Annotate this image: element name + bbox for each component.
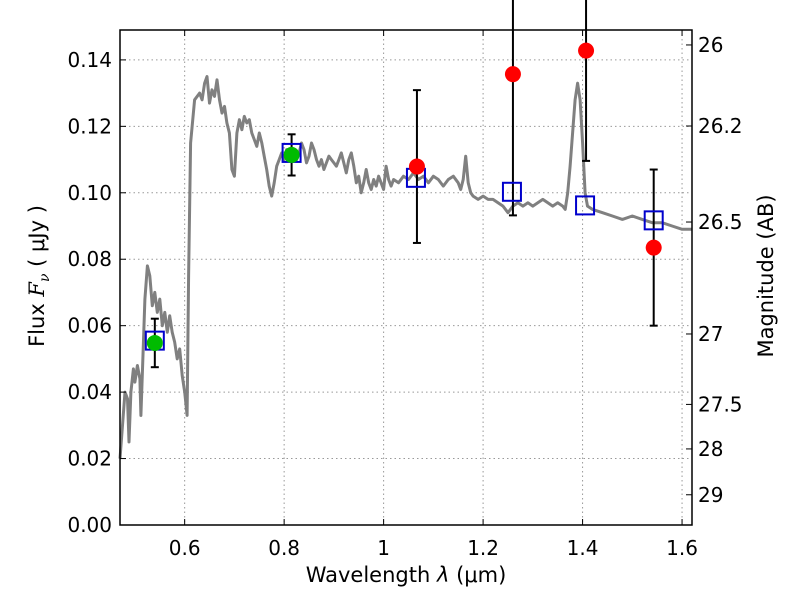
nir-measurement-point [645, 239, 662, 256]
right-axis-tick-label: 26 [698, 33, 723, 57]
model-photometry-square [575, 195, 596, 216]
y-axis-label: Flux Fν ( μJy ) [25, 205, 53, 347]
y-tick-label: 0.04 [67, 380, 112, 404]
y-tick-label: 0.12 [67, 114, 112, 138]
x-tick-label: 1.6 [666, 536, 698, 560]
model-spectrum-layer [118, 75, 692, 459]
tick-labels: 0.6 0.8 1 1.2 1.4 1.6 0.00 0.02 0.04 0.06 0.08 0.10… [67, 33, 742, 560]
ticks [120, 30, 692, 526]
optical-detection-point [283, 146, 300, 163]
plot-frame [119, 29, 693, 526]
model-photometry-square [643, 210, 664, 231]
y-tick-label: 0.00 [67, 513, 112, 537]
grid [120, 30, 692, 526]
x-tick-label: 1.2 [467, 536, 499, 560]
right-axis-tick-label: 27.5 [698, 392, 743, 416]
model-spectrum-line [118, 75, 692, 459]
y-tick-label: 0.14 [67, 48, 112, 72]
x-tick-label: 0.6 [169, 536, 201, 560]
nir-measurement-point [578, 42, 595, 59]
nir-measurement-point [504, 66, 521, 83]
y-tick-label: 0.06 [67, 314, 112, 338]
model-photometry-square [501, 181, 522, 202]
y-tick-label: 0.10 [67, 181, 112, 205]
right-axis-tick-label: 28 [698, 437, 723, 461]
nir-measurement-point [408, 158, 425, 175]
right-axis-tick-label: 27 [698, 322, 723, 346]
x-tick-label: 0.8 [268, 536, 300, 560]
x-tick-label: 1 [377, 536, 390, 560]
y-tick-label: 0.08 [67, 247, 112, 271]
x-tick-label: 1.4 [567, 536, 599, 560]
right-axis-tick-label: 26.2 [698, 114, 743, 138]
right-axis-tick-label: 26.5 [698, 210, 743, 234]
x-axis-label: Wavelength λ (μm) [306, 563, 507, 587]
optical-detection-point [146, 334, 163, 351]
measured-points [146, 42, 662, 351]
y-tick-label: 0.02 [67, 447, 112, 471]
right-axis-tick-label: 29 [698, 483, 723, 507]
right-axis-label: Magnitude (AB) [754, 194, 778, 357]
